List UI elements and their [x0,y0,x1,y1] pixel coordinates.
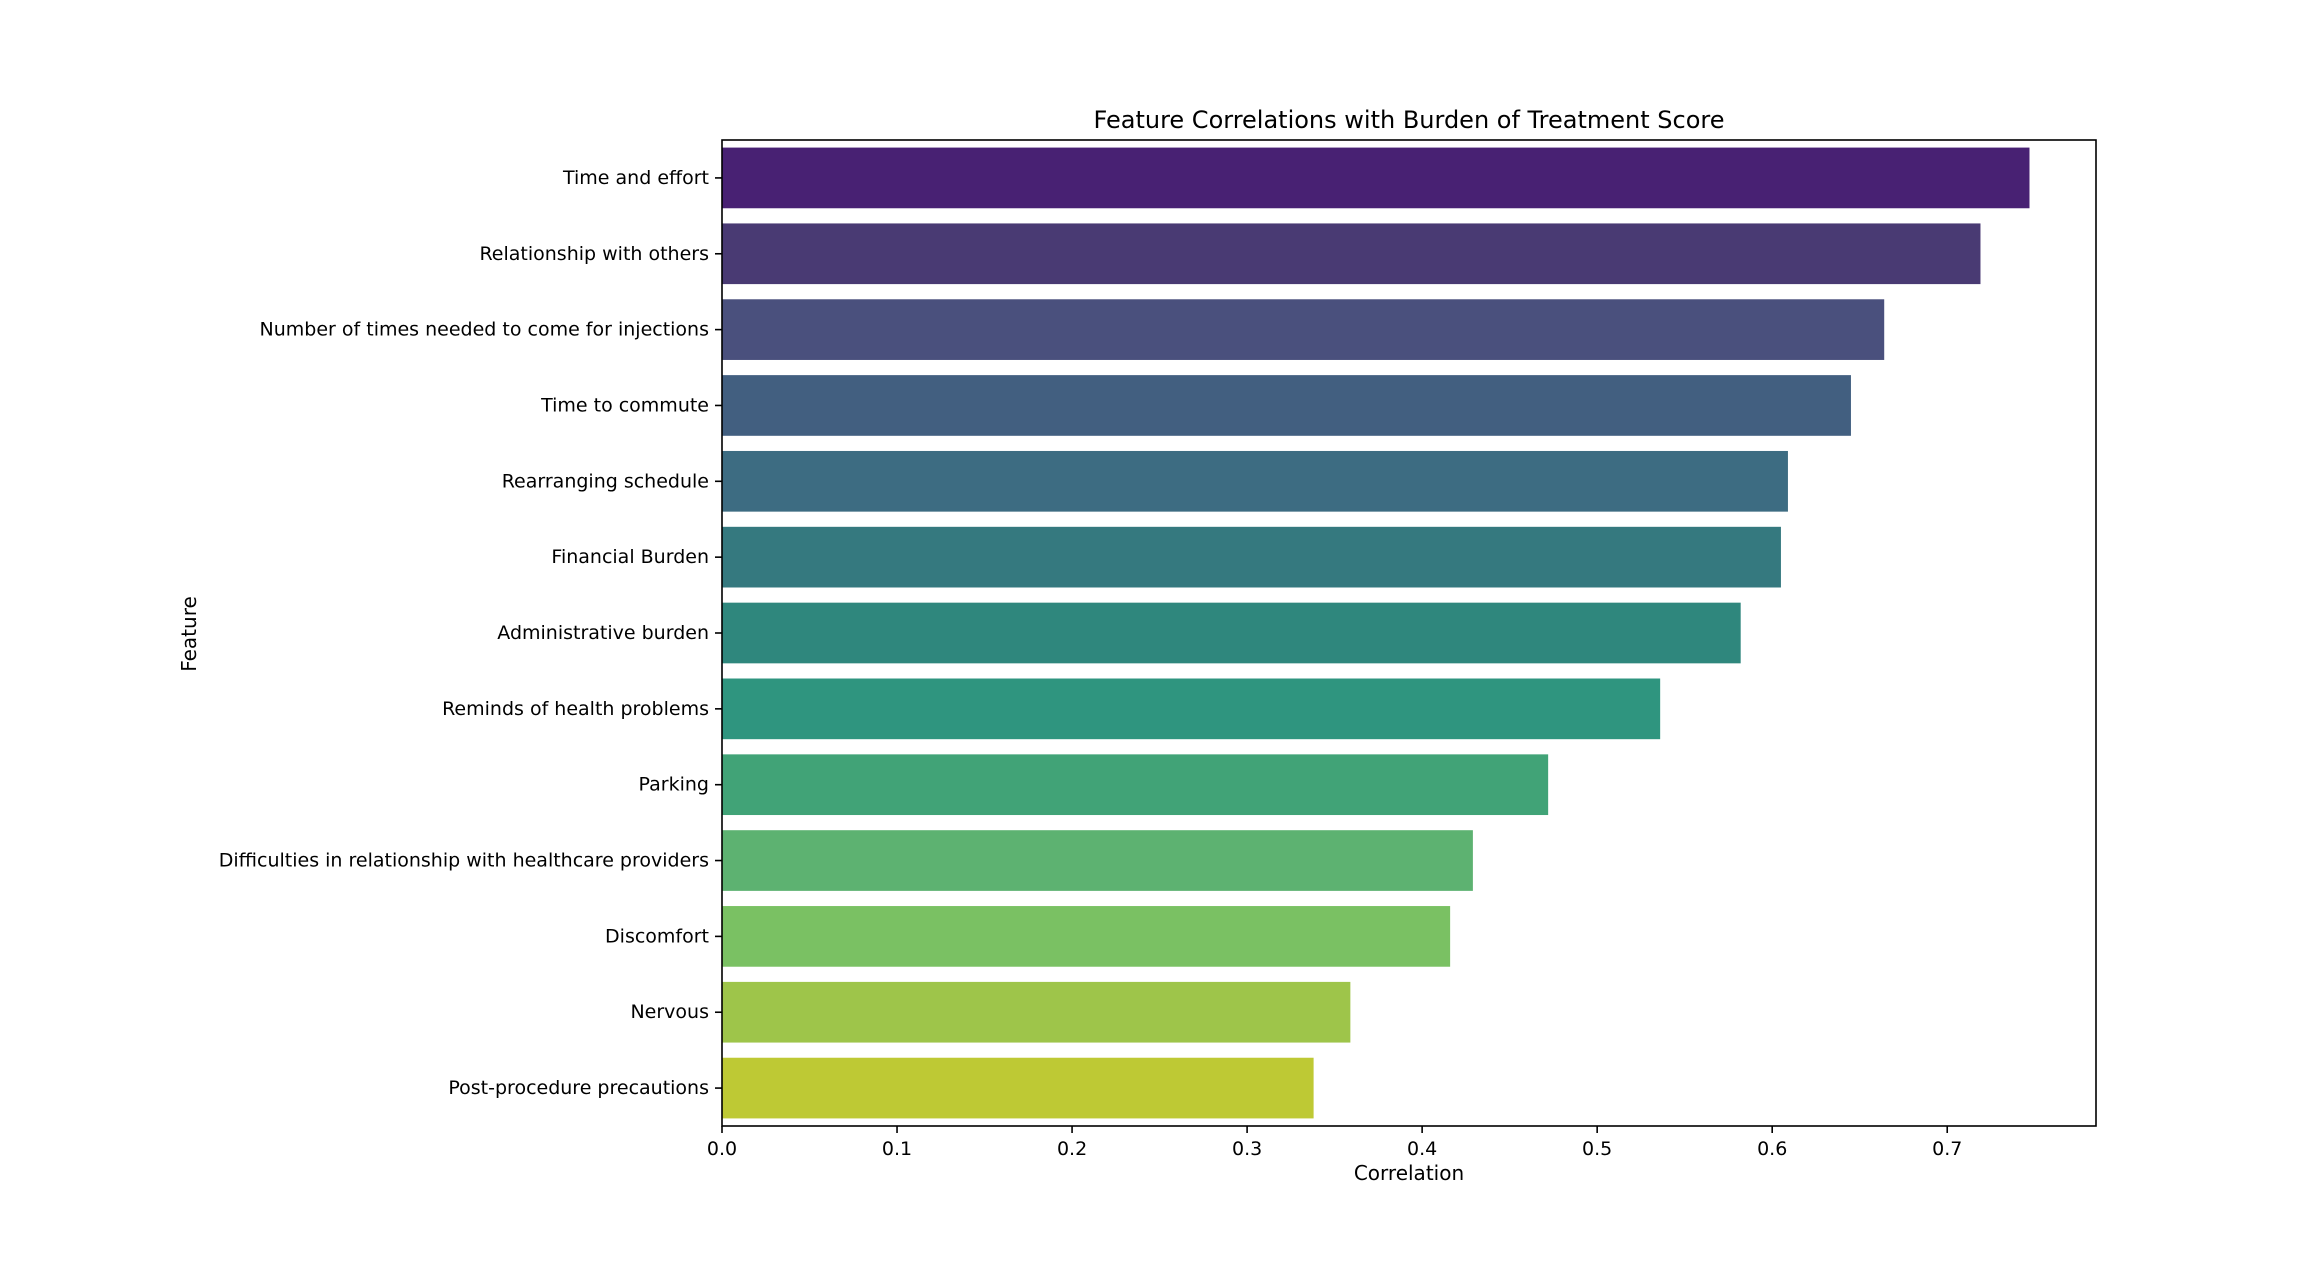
y-tick-label: Reminds of health problems [442,698,709,720]
y-tick-label: Discomfort [605,925,709,947]
bar [722,830,1473,891]
bar [722,450,1788,512]
x-tick-label: 0.1 [882,1138,912,1160]
bar [722,526,1781,588]
y-axis-ticks: Time and effort Relationship with others N… [219,167,722,1099]
bar [722,754,1549,816]
bars-layer [722,147,2030,1119]
y-axis-label: Feature [177,596,201,672]
bar [722,678,1661,740]
x-axis-label: Correlation [1354,1161,1464,1185]
chart-title: Feature Correlations with Burden of Trea… [1093,106,1724,134]
bar [722,299,1885,360]
y-tick-label: Number of times needed to come for injec… [260,319,709,341]
x-tick-label: 0.2 [1057,1138,1087,1160]
x-tick-label: 0.4 [1407,1138,1437,1160]
x-tick-label: 0.0 [707,1138,737,1160]
x-tick-label: 0.6 [1757,1138,1787,1160]
y-tick-label: Parking [639,774,709,796]
y-tick-label: Relationship with others [479,243,709,265]
y-tick-label: Administrative burden [497,622,709,644]
bar [722,147,2030,209]
y-tick-label: Time to commute [540,394,709,416]
y-tick-label: Nervous [630,1001,709,1023]
bar [722,375,1851,436]
bar [722,906,1451,967]
x-tick-label: 0.3 [1232,1138,1262,1160]
y-tick-label: Post-procedure precautions [448,1077,709,1099]
x-axis-ticks: 0.0 0.1 0.2 0.3 0.4 0.5 0.6 0.7 [707,1126,1962,1160]
bar [722,223,1981,285]
bar [722,1057,1314,1119]
bar [722,602,1741,664]
plot-frame [721,139,2097,1127]
y-tick-label: Difficulties in relationship with health… [219,850,709,872]
x-tick-label: 0.5 [1582,1138,1612,1160]
y-tick-label: Financial Burden [551,546,709,568]
x-tick-label: 0.7 [1932,1138,1962,1160]
bar [722,981,1351,1043]
y-tick-label: Time and effort [562,167,709,189]
y-tick-label: Rearranging schedule [502,470,709,492]
